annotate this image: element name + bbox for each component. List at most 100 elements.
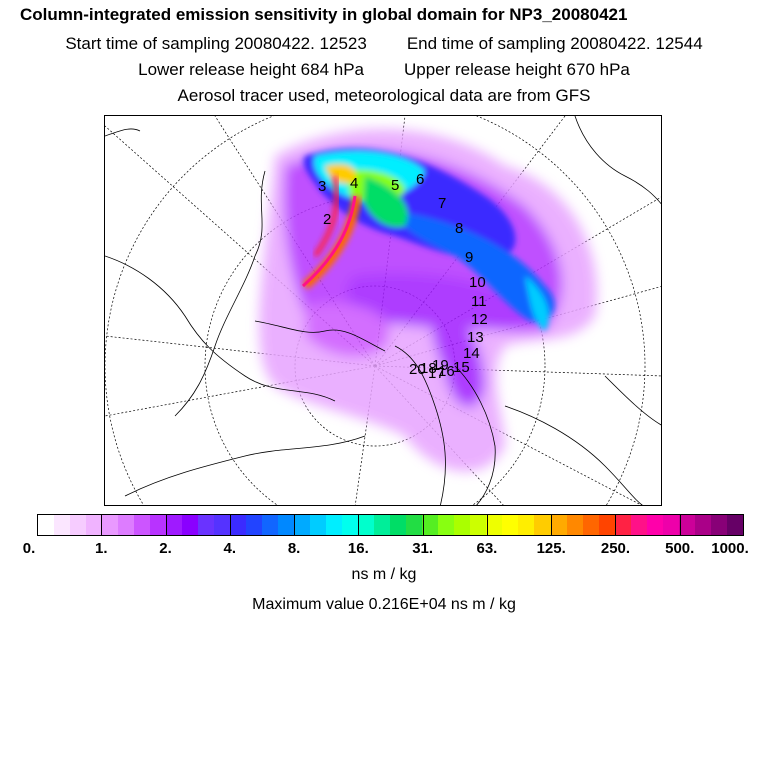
colorbar-cell <box>358 515 375 535</box>
lower-release-label: Lower release height 684 hPa <box>138 60 364 79</box>
sensitivity-field <box>259 129 597 472</box>
colorbar-separator <box>358 514 360 536</box>
start-time-label: Start time of sampling 20080422. 12523 <box>65 34 367 53</box>
colorbar-tick-label: 500. <box>665 540 695 557</box>
colorbar-cell <box>166 515 183 535</box>
colorbar-cell <box>278 515 295 535</box>
colorbar-cell <box>422 515 439 535</box>
colorbar-cell <box>630 515 647 535</box>
colorbar-cell <box>310 515 327 535</box>
sampling-times: Start time of sampling 20080422. 12523 En… <box>0 34 768 54</box>
traj-label: 13 <box>467 329 484 346</box>
traj-label: 18 <box>420 360 437 377</box>
colorbar-tick-label: 1000. <box>711 540 749 557</box>
sensitivity-map: 2 3 4 5 6 7 8 9 10 11 12 13 14 15 16 17 … <box>105 116 661 505</box>
max-value-label: Maximum value 0.216E+04 ns m / kg <box>252 596 516 613</box>
release-heights: Lower release height 684 hPa Upper releas… <box>0 60 768 80</box>
colorbar-cell <box>326 515 343 535</box>
colorbar-cell <box>54 515 71 535</box>
traj-label: 17 <box>428 365 445 382</box>
colorbar-cell <box>678 515 695 535</box>
colorbar-tick-label: 16. <box>347 540 369 557</box>
colorbar-separator <box>422 514 424 536</box>
colorbar-tick-label: 2. <box>159 540 172 557</box>
colorbar-cell <box>470 515 487 535</box>
colorbar-cell <box>214 515 231 535</box>
traj-label: 11 <box>471 293 487 310</box>
traj-label: 10 <box>469 274 486 291</box>
colorbar-tick-label: 31. <box>412 540 434 557</box>
map-panel: 2 3 4 5 6 7 8 9 10 11 12 13 14 15 16 17 … <box>104 115 662 506</box>
colorbar-separator <box>294 514 296 536</box>
colorbar-cell <box>38 515 55 535</box>
colorbar-cell <box>374 515 391 535</box>
colorbar-cell <box>438 515 455 535</box>
colorbar-cell <box>294 515 311 535</box>
traj-label: 4 <box>350 175 358 192</box>
traj-label: 20 <box>409 361 426 378</box>
traj-label: 19 <box>432 357 449 374</box>
colorbar-cell <box>614 515 631 535</box>
traj-label: 2 <box>323 211 331 228</box>
colorbar-cell <box>390 515 407 535</box>
colorbar-cell <box>534 515 551 535</box>
colorbar-cell <box>70 515 87 535</box>
colorbar-cell <box>118 515 135 535</box>
colorbar-tick-label: 0. <box>22 540 36 557</box>
colorbar-cell <box>646 515 663 535</box>
colorbar-cell <box>518 515 535 535</box>
colorbar-tick-label: 8. <box>287 540 301 557</box>
colorbar-separator <box>551 514 553 536</box>
traj-label: 7 <box>438 195 446 212</box>
colorbar-tick-label: 250. <box>600 540 631 557</box>
colorbar-cell <box>662 515 679 535</box>
colorbar-cell <box>246 515 263 535</box>
colorbar-cell <box>150 515 167 535</box>
traj-label: 8 <box>455 220 463 237</box>
traj-label: 14 <box>463 345 480 362</box>
colorbar-cell <box>262 515 279 535</box>
colorbar-separator <box>486 514 488 536</box>
traj-label: 6 <box>416 171 424 188</box>
colorbar-cell <box>454 515 471 535</box>
colorbar-cell <box>182 515 199 535</box>
coastlines <box>105 116 661 505</box>
traj-label: 15 <box>453 359 470 376</box>
colorbar-unit: ns m / kg <box>351 566 417 583</box>
colorbar <box>37 514 744 536</box>
colorbar-tick-label: 125. <box>536 540 566 557</box>
colorbar-cell <box>102 515 119 535</box>
colorbar-tick-label: 4. <box>223 540 237 557</box>
end-time-label: End time of sampling 20080422. 12544 <box>406 34 703 53</box>
traj-label: 12 <box>471 311 488 328</box>
colorbar-cell <box>86 515 103 535</box>
colorbar-separator <box>229 514 231 536</box>
chart-title: Column-integrated emission sensitivity i… <box>20 5 628 24</box>
colorbar-separator <box>615 514 617 536</box>
colorbar-tick-label: 1. <box>95 540 108 557</box>
colorbar-tick-label: 63. <box>476 540 498 557</box>
traj-label: 9 <box>465 249 473 266</box>
traj-label: 16 <box>438 363 455 380</box>
colorbar-cell <box>550 515 567 535</box>
colorbar-cell <box>726 515 743 535</box>
colorbar-cell <box>134 515 151 535</box>
colorbar-separator <box>679 514 681 536</box>
colorbar-cell <box>342 515 359 535</box>
trajectory-labels: 2 3 4 5 6 7 8 9 10 11 12 13 14 15 16 17 … <box>318 171 488 382</box>
colorbar-cell <box>230 515 247 535</box>
colorbar-cell <box>502 515 519 535</box>
colorbar-cell <box>566 515 583 535</box>
upper-release-label: Upper release height 670 hPa <box>404 60 630 79</box>
colorbar-cell <box>486 515 503 535</box>
colorbar-separator <box>101 514 103 536</box>
colorbar-cell <box>406 515 423 535</box>
tracer-info: Aerosol tracer used, meteorological data… <box>177 86 591 105</box>
colorbar-separator <box>165 514 167 536</box>
colorbar-cell <box>710 515 727 535</box>
traj-label: 5 <box>391 177 399 194</box>
colorbar-cell <box>598 515 615 535</box>
colorbar-cell <box>582 515 599 535</box>
colorbar-cell <box>694 515 711 535</box>
colorbar-cell <box>198 515 215 535</box>
